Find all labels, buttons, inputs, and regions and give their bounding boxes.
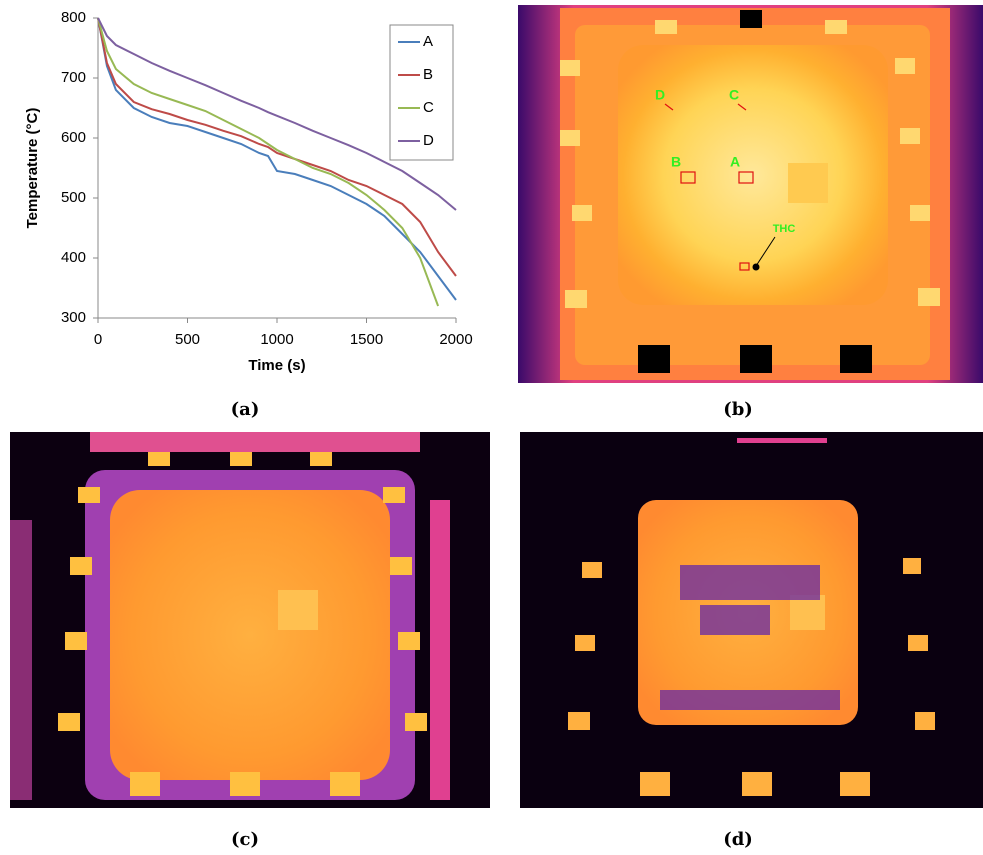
thermal-image-d (520, 432, 983, 808)
x-axis-label: Time (s) (248, 357, 305, 374)
y-tick-label: 600 (61, 129, 86, 146)
y-tick-label: 700 (61, 69, 86, 86)
thermal-image-b: D C B A THC (518, 5, 983, 383)
x-tick-label: 0 (94, 331, 102, 348)
x-tick-label: 1500 (350, 331, 383, 348)
legend-label: B (423, 66, 433, 83)
caption: (c) (231, 829, 259, 850)
annotation: D (655, 87, 665, 103)
x-tick-label: 2000 (439, 331, 472, 348)
legend-label: C (423, 99, 434, 116)
x-tick-label: 500 (175, 331, 200, 348)
legend-box (389, 24, 454, 161)
caption: (d) (723, 829, 753, 850)
series-line (97, 17, 440, 307)
series-line (97, 17, 457, 301)
caption: (b) (723, 399, 753, 420)
caption: (a) (231, 399, 260, 420)
annotation: C (729, 87, 739, 103)
y-tick-label: 300 (61, 309, 86, 326)
y-tick-label: 400 (61, 249, 86, 266)
annotation: THC (773, 223, 796, 235)
series-line (97, 17, 457, 211)
legend-label: A (423, 33, 433, 50)
y-tick-label: 500 (61, 189, 86, 206)
annotation: A (730, 154, 740, 170)
y-tick-label: 800 (61, 9, 86, 26)
x-tick-label: 1000 (260, 331, 293, 348)
legend-label: D (423, 132, 434, 149)
annotation: B (671, 154, 681, 170)
series-line (97, 17, 457, 277)
y-axis-label: Temperature (°C) (24, 108, 41, 229)
thermal-image-c (10, 432, 490, 808)
